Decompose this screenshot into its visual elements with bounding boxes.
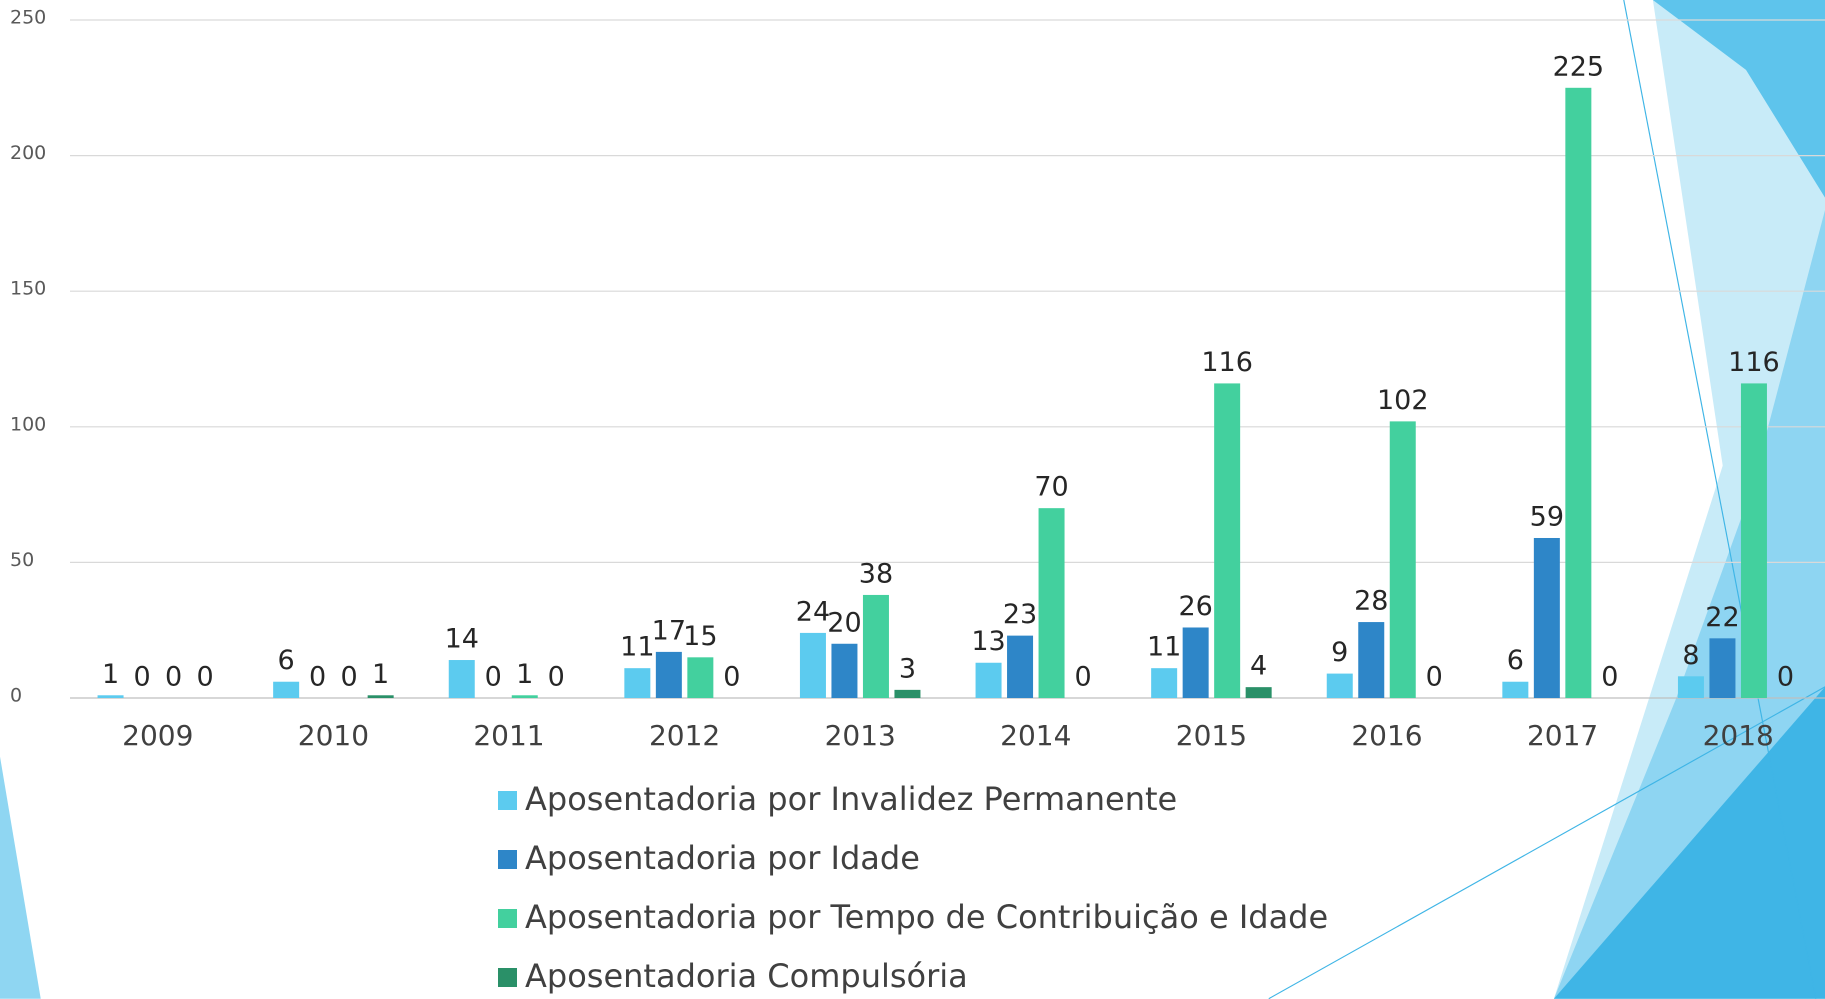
value-label: 26	[1178, 591, 1212, 622]
legend-swatch	[498, 850, 517, 869]
value-label: 70	[1034, 472, 1068, 503]
bar	[800, 633, 826, 698]
y-tick-label: 100	[10, 413, 46, 435]
bar	[273, 682, 299, 698]
y-tick-label: 200	[10, 142, 46, 164]
y-tick-label: 150	[10, 278, 46, 300]
bar	[368, 695, 394, 698]
value-label: 0	[1777, 662, 1794, 693]
value-label: 102	[1377, 385, 1429, 416]
bar	[1358, 622, 1384, 698]
value-label: 23	[1003, 599, 1037, 630]
value-label: 0	[309, 662, 326, 693]
value-label: 9	[1331, 637, 1348, 668]
bar	[98, 695, 124, 698]
bar	[1534, 538, 1560, 698]
value-label: 116	[1728, 347, 1780, 378]
x-tick-label: 2012	[649, 719, 720, 752]
bar	[687, 657, 713, 698]
value-label: 0	[165, 662, 182, 693]
legend-label: Aposentadoria por Tempo de Contribuição …	[525, 898, 1328, 936]
bar	[976, 663, 1002, 698]
value-label: 38	[859, 558, 893, 589]
value-label: 0	[341, 662, 358, 693]
bar	[512, 695, 538, 698]
bar	[1246, 687, 1272, 698]
bar	[1502, 682, 1528, 698]
value-label: 6	[1507, 645, 1524, 676]
bar	[1214, 383, 1240, 698]
value-label: 0	[548, 662, 565, 693]
bar	[1039, 508, 1065, 698]
value-label: 59	[1530, 501, 1564, 532]
bar	[449, 660, 475, 698]
bar	[624, 668, 650, 698]
value-label: 3	[899, 653, 916, 684]
value-label: 8	[1682, 640, 1699, 671]
x-tick-label: 2017	[1527, 719, 1598, 752]
value-label: 14	[445, 624, 479, 655]
bar	[1151, 668, 1177, 698]
x-tick-label: 2016	[1351, 719, 1422, 752]
x-tick-label: 2014	[1000, 719, 1071, 752]
value-label: 17	[652, 615, 686, 646]
x-tick-label: 2011	[473, 719, 544, 752]
bar	[1390, 421, 1416, 698]
value-label: 4	[1250, 651, 1267, 682]
value-label: 13	[971, 626, 1005, 657]
bar	[831, 644, 857, 698]
value-label: 24	[796, 596, 830, 627]
value-label: 28	[1354, 586, 1388, 617]
bar	[1709, 638, 1735, 698]
bar	[1007, 636, 1033, 698]
chart: 0501001502002502009100020106001201114010…	[0, 0, 1825, 999]
bar	[1565, 88, 1591, 698]
value-label: 0	[723, 662, 740, 693]
bar	[1183, 627, 1209, 698]
legend-label: Aposentadoria Compulsória	[525, 957, 968, 995]
legend-swatch	[498, 968, 517, 987]
value-label: 11	[1147, 632, 1181, 663]
y-tick-label: 50	[10, 549, 34, 571]
bar	[1327, 674, 1353, 698]
value-label: 0	[485, 662, 502, 693]
bar	[1678, 676, 1704, 698]
y-tick-label: 250	[10, 7, 46, 29]
bar	[656, 652, 682, 698]
bar	[894, 690, 920, 698]
value-label: 15	[683, 621, 717, 652]
value-label: 20	[827, 607, 861, 638]
value-label: 1	[516, 659, 533, 690]
value-label: 11	[620, 632, 654, 663]
value-label: 225	[1553, 51, 1605, 82]
value-label: 1	[372, 659, 389, 690]
legend-swatch	[498, 909, 517, 928]
x-tick-label: 2015	[1176, 719, 1247, 752]
bar	[1741, 383, 1767, 698]
value-label: 0	[1426, 662, 1443, 693]
legend-swatch	[498, 791, 517, 810]
value-label: 0	[1601, 662, 1618, 693]
y-tick-label: 0	[10, 685, 22, 707]
value-label: 22	[1705, 602, 1739, 633]
value-label: 6	[278, 645, 295, 676]
x-tick-label: 2009	[122, 719, 193, 752]
value-label: 116	[1201, 347, 1253, 378]
value-label: 1	[102, 659, 119, 690]
legend-label: Aposentadoria por Idade	[525, 839, 920, 877]
value-label: 0	[196, 662, 213, 693]
bar	[863, 595, 889, 698]
x-tick-label: 2018	[1703, 719, 1774, 752]
x-tick-label: 2013	[825, 719, 896, 752]
legend-label: Aposentadoria por Invalidez Permanente	[525, 780, 1177, 818]
value-label: 0	[133, 662, 150, 693]
value-label: 0	[1074, 662, 1091, 693]
x-tick-label: 2010	[298, 719, 369, 752]
